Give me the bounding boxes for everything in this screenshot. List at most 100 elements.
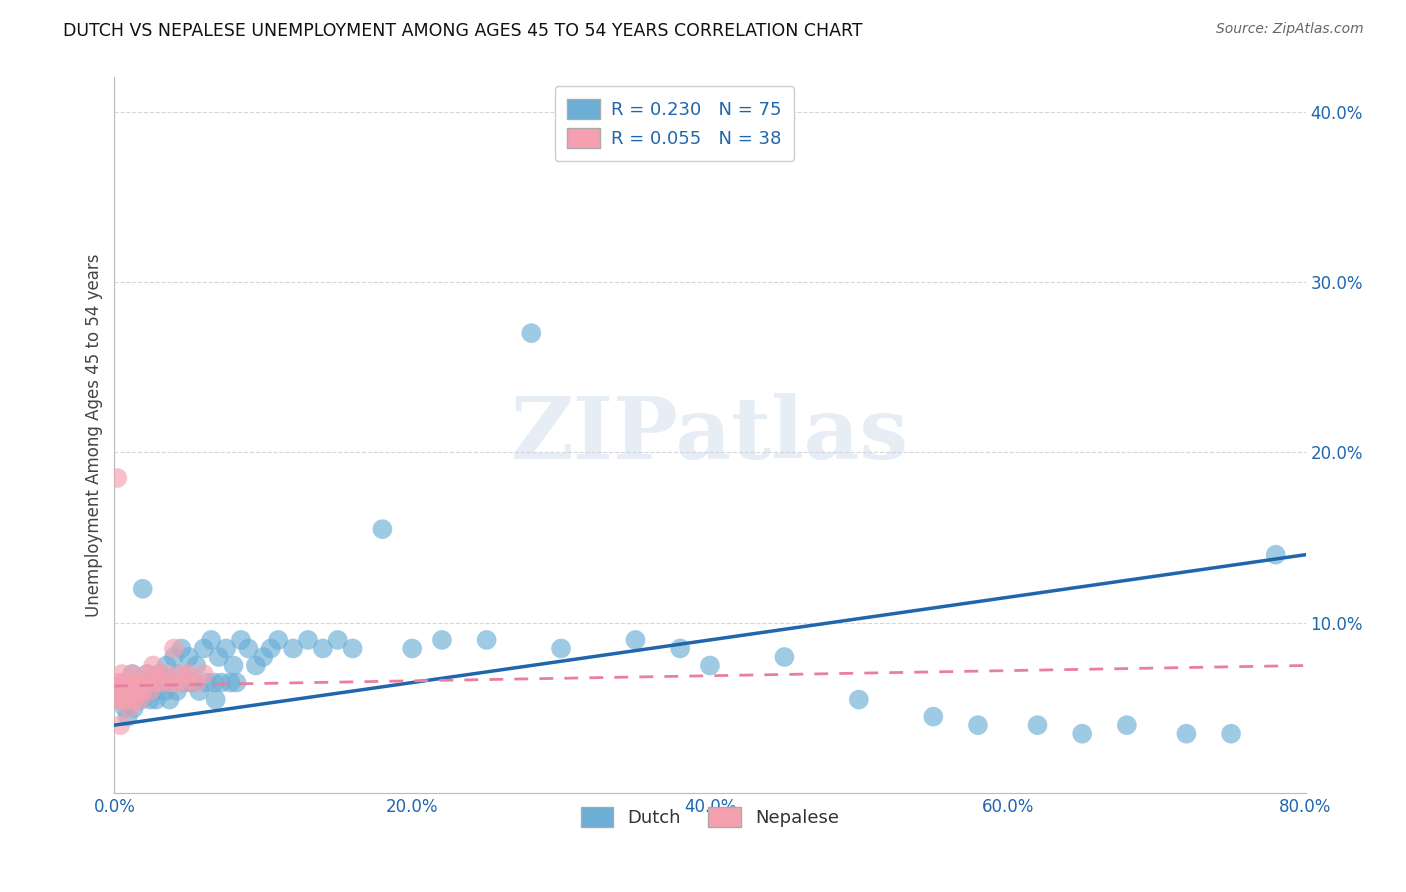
Point <box>401 641 423 656</box>
Point <box>111 692 134 706</box>
Point <box>105 471 128 485</box>
Point <box>139 684 162 698</box>
Point <box>267 632 290 647</box>
Text: DUTCH VS NEPALESE UNEMPLOYMENT AMONG AGES 45 TO 54 YEARS CORRELATION CHART: DUTCH VS NEPALESE UNEMPLOYMENT AMONG AGE… <box>63 22 863 40</box>
Point <box>669 641 692 656</box>
Point <box>136 667 159 681</box>
Point <box>1220 727 1243 741</box>
Point <box>114 684 136 698</box>
Point <box>195 675 218 690</box>
Point <box>148 667 170 681</box>
Point <box>1175 727 1198 741</box>
Point <box>225 675 247 690</box>
Point <box>117 675 139 690</box>
Point <box>186 658 208 673</box>
Point <box>312 641 335 656</box>
Point <box>170 641 193 656</box>
Point <box>136 667 159 681</box>
Point <box>371 522 394 536</box>
Point <box>163 650 186 665</box>
Point <box>281 641 304 656</box>
Point <box>110 684 132 698</box>
Point <box>188 684 211 698</box>
Point <box>125 675 148 690</box>
Point <box>1264 548 1286 562</box>
Point <box>127 684 149 698</box>
Point <box>139 692 162 706</box>
Point <box>166 675 188 690</box>
Point <box>170 667 193 681</box>
Point <box>145 692 167 706</box>
Point <box>128 692 150 706</box>
Point <box>120 675 142 690</box>
Point <box>1115 718 1137 732</box>
Point <box>967 718 990 732</box>
Point <box>141 675 163 690</box>
Point <box>177 667 200 681</box>
Text: ZIPatlas: ZIPatlas <box>510 393 908 477</box>
Point <box>169 667 191 681</box>
Point <box>134 675 156 690</box>
Point <box>111 692 134 706</box>
Point <box>624 632 647 647</box>
Point <box>173 675 195 690</box>
Point <box>105 692 128 706</box>
Point <box>115 675 138 690</box>
Point <box>211 675 233 690</box>
Point <box>122 692 145 706</box>
Point <box>155 667 177 681</box>
Point <box>475 632 498 647</box>
Point <box>193 641 215 656</box>
Point <box>215 641 238 656</box>
Point <box>118 692 141 706</box>
Point <box>150 675 173 690</box>
Point <box>260 641 283 656</box>
Point <box>186 675 208 690</box>
Point <box>163 641 186 656</box>
Point <box>118 701 141 715</box>
Point <box>252 650 274 665</box>
Point <box>204 692 226 706</box>
Point <box>111 667 134 681</box>
Point <box>125 675 148 690</box>
Y-axis label: Unemployment Among Ages 45 to 54 years: Unemployment Among Ages 45 to 54 years <box>86 253 103 617</box>
Point <box>326 632 349 647</box>
Point <box>112 675 135 690</box>
Point <box>134 675 156 690</box>
Point <box>160 675 183 690</box>
Point <box>145 675 167 690</box>
Point <box>222 658 245 673</box>
Point <box>297 632 319 647</box>
Point <box>699 658 721 673</box>
Point <box>142 658 165 673</box>
Point <box>148 667 170 681</box>
Point <box>1071 727 1094 741</box>
Point <box>153 684 176 698</box>
Point <box>174 675 197 690</box>
Point <box>127 684 149 698</box>
Point <box>229 632 252 647</box>
Point <box>121 667 143 681</box>
Point <box>238 641 260 656</box>
Point <box>550 641 572 656</box>
Point <box>200 632 222 647</box>
Point <box>122 701 145 715</box>
Point <box>129 692 152 706</box>
Point <box>135 684 157 698</box>
Point <box>118 684 141 698</box>
Point <box>848 692 870 706</box>
Point <box>773 650 796 665</box>
Point <box>108 675 131 690</box>
Point <box>117 709 139 723</box>
Point <box>110 718 132 732</box>
Point <box>115 692 138 706</box>
Point <box>131 684 153 698</box>
Point <box>202 675 225 690</box>
Point <box>922 709 945 723</box>
Point <box>342 641 364 656</box>
Point <box>180 675 202 690</box>
Point <box>177 650 200 665</box>
Point <box>1026 718 1049 732</box>
Point <box>219 675 242 690</box>
Point <box>208 650 231 665</box>
